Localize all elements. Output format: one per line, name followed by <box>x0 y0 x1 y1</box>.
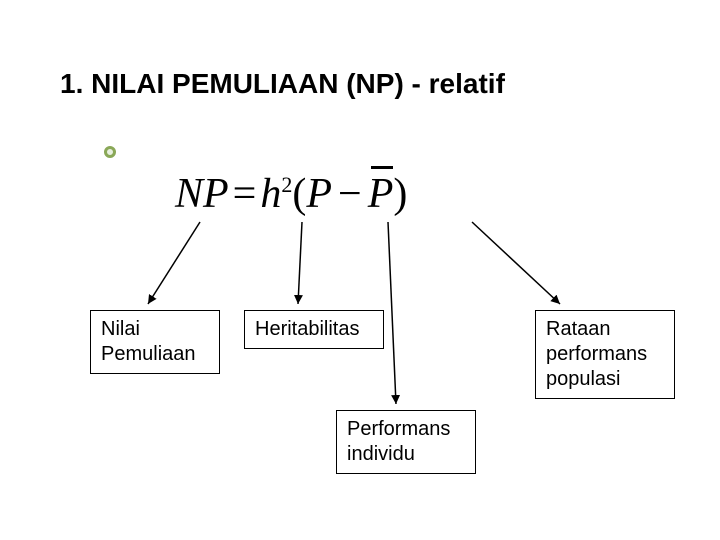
arrows-svg <box>0 0 720 540</box>
